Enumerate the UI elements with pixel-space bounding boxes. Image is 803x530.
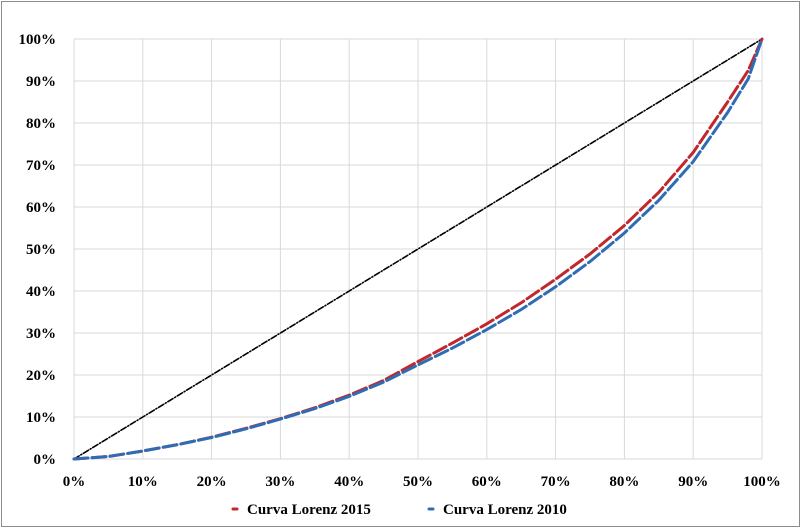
y-tick-label: 0% xyxy=(34,452,57,468)
legend-label: Curva Lorenz 2010 xyxy=(443,502,567,518)
grid xyxy=(73,38,763,460)
y-tick-label: 90% xyxy=(26,74,56,90)
y-tick-label: 50% xyxy=(26,242,56,258)
y-tick-label: 40% xyxy=(26,284,56,300)
x-tick-label: 100% xyxy=(743,474,781,490)
legend: Curva Lorenz 2015 Curva Lorenz 2010 xyxy=(231,502,567,518)
y-tick-label: 20% xyxy=(26,368,56,384)
y-tick-labels: 0% 10% 20% 30% 40% 50% 60% 70% 80% 90% 100% xyxy=(19,32,57,468)
y-tick-label: 70% xyxy=(26,158,56,174)
y-tick-label: 10% xyxy=(26,410,56,426)
x-tick-label: 30% xyxy=(265,474,295,490)
x-tick-label: 10% xyxy=(128,474,158,490)
series-line-curva-lorenz-2010 xyxy=(72,37,764,461)
legend-label: Curva Lorenz 2015 xyxy=(247,502,371,518)
x-tick-label: 80% xyxy=(609,474,639,490)
y-tick-label: 60% xyxy=(26,200,56,216)
x-tick-label: 0% xyxy=(63,474,86,490)
x-tick-label: 20% xyxy=(197,474,227,490)
x-tick-labels: 0% 10% 20% 30% 40% 50% 60% 70% 80% 90% 100% xyxy=(63,474,781,490)
x-tick-label: 40% xyxy=(334,474,364,490)
x-tick-label: 90% xyxy=(678,474,708,490)
x-tick-label: 50% xyxy=(403,474,433,490)
x-tick-label: 70% xyxy=(541,474,571,490)
x-tick-label: 60% xyxy=(472,474,502,490)
equality-line xyxy=(73,38,763,460)
y-tick-label: 80% xyxy=(26,116,56,132)
series-lines xyxy=(72,37,764,461)
y-tick-label: 30% xyxy=(26,326,56,342)
y-tick-label: 100% xyxy=(19,32,57,48)
